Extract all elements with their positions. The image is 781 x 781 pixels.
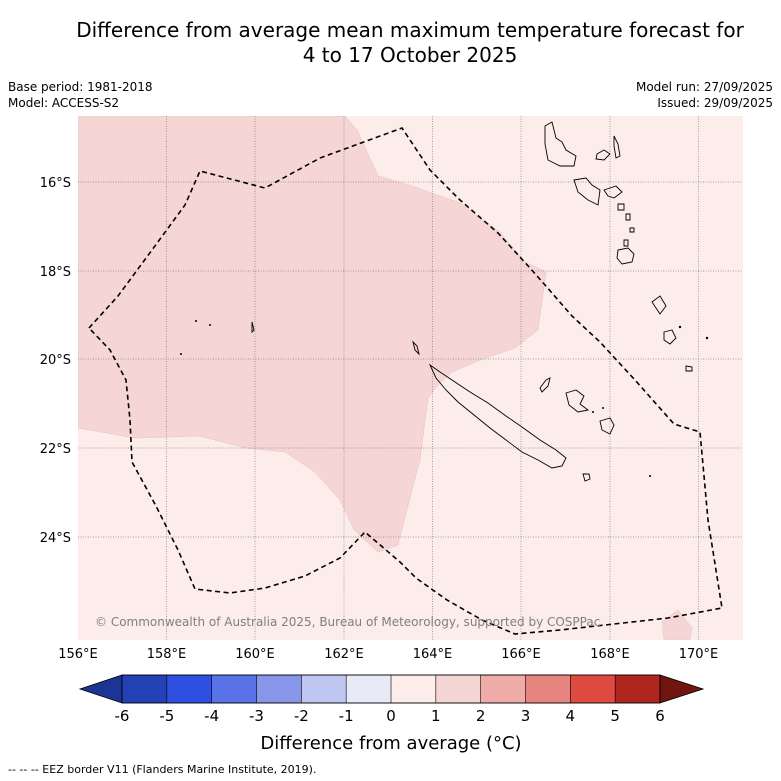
lon-label-158: 158°E [147,647,187,662]
island-east-group [663,329,677,345]
copyright-text: © Commonwealth of Australia 2025, Bureau… [95,615,600,629]
colorbar-tick-label: -2 [294,707,309,725]
colorbar-tick-label: 5 [610,707,620,725]
chart-title: Difference from average mean maximum tem… [40,18,780,68]
island-isle-of-pines [582,473,591,482]
island-efate [603,185,623,199]
island-ambae [595,149,611,161]
colorbar-cell [121,674,168,704]
island-lifou [565,389,590,413]
colorbar-tick-label: -5 [159,707,174,725]
title-line-2: 4 to 17 October 2025 [302,43,518,67]
islet-dots [180,320,709,477]
model-run: Model run: 27/09/2025 [635,80,773,94]
lon-label-166: 166°E [501,647,541,662]
base-period: Base period: 1981-2018 [8,80,153,94]
colorbar-tick-label: 0 [386,707,396,725]
lon-label-170: 170°E [679,647,719,662]
colorbar-ticks: -6 -5 -4 -3 -2 -1 0 1 2 3 4 5 6 [115,707,665,725]
island-new-caledonia [428,363,567,469]
lon-label-162: 162°E [324,647,364,662]
colorbar-tick-label: -1 [339,707,354,725]
lat-label-24: 24°S [40,531,71,546]
lat-label-16: 16°S [40,176,71,191]
lon-label-160: 160°E [235,647,275,662]
issued-date: Issued: 29/09/2025 [657,96,773,110]
island-chesterfield [251,321,255,334]
colorbar-cell [614,674,661,704]
island-tanna-group [617,203,635,247]
colorbar-tick-label: 3 [521,707,531,725]
lat-label-22: 22°S [40,442,71,457]
colorbar-cell [301,674,347,704]
colorbar-cell [570,674,616,704]
lat-label-18: 18°S [40,265,71,280]
model-name: Model: ACCESS-S2 [8,96,120,110]
colorbar-tick-label: 6 [655,707,665,725]
lon-label-164: 164°E [413,647,453,662]
island-malakula [573,177,601,206]
island-small-east [685,365,693,372]
colorbar-tick-label: -6 [115,707,130,725]
lon-label-168: 168°E [590,647,630,662]
colorbar-arrow-high [659,674,705,704]
island-belep [412,340,420,356]
colorbar-cell [435,674,482,704]
meta-left: Base period: 1981-2018 Model: ACCESS-S2 [8,79,153,111]
title-line-1: Difference from average mean maximum tem… [76,18,744,42]
lon-label-156: 156°E [58,647,98,662]
island-mare [599,417,615,435]
eez-border [87,127,723,635]
colorbar-cell [211,674,258,704]
meta-right: Model run: 27/09/2025 Issued: 29/09/2025 [636,79,773,111]
colorbar-cells [121,674,661,704]
lon-axis-labels: 156°E 158°E 160°E 162°E 164°E 166°E 168°… [58,647,718,662]
colorbar-cell [345,674,392,704]
colorbar-tick-label: -3 [249,707,264,725]
colorbar-cell [525,674,571,704]
lat-label-20: 20°S [40,353,71,368]
island-ouvea [539,377,551,393]
gridlines [78,116,743,640]
colorbar-cell [166,674,213,704]
colorbar: -6 -5 -4 -3 -2 -1 0 1 2 3 4 5 6 Difference from aver… [78,674,705,754]
colorbar-title: Difference from average (°C) [260,733,521,754]
colorbar-tick-label: 4 [566,707,576,725]
colorbar-tick-label: -4 [204,707,219,725]
colorbar-cell [256,674,302,704]
island-erromango [616,247,635,265]
island-espiritu-santo [544,121,577,167]
colorbar-cell [480,674,527,704]
colorbar-cell [390,674,437,704]
island-pentecost [613,135,621,159]
island-hunter-matthew-north [651,295,667,315]
lat-axis-labels: 16°S 18°S 20°S 22°S 24°S [40,176,71,546]
eez-footnote: -- -- -- EEZ border V11 (Flanders Marine… [8,763,317,776]
colorbar-tick-label: 1 [431,707,441,725]
coastlines [251,121,693,482]
colorbar-tick-label: 2 [476,707,486,725]
colorbar-arrow-low [78,674,123,704]
colorbar-outline [121,674,661,704]
anomaly-region-1-2 [78,116,547,553]
